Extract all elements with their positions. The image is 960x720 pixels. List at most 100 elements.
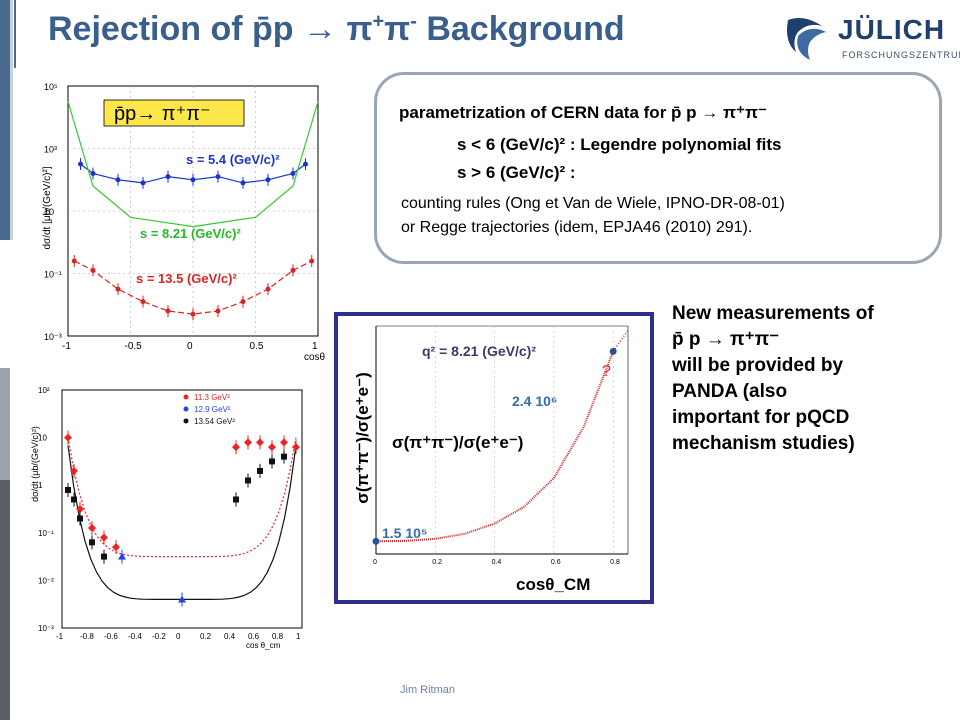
juelich-logo-icon [787, 18, 826, 60]
plot2-data-point [257, 467, 263, 474]
plot1-data-point [90, 171, 96, 176]
plot2-data-point [71, 496, 77, 503]
plot1-xtick-label: -1 [62, 341, 71, 352]
plot2-legend-label: 13.54 GeV² [194, 417, 235, 426]
plot2-data-point [100, 533, 108, 542]
plot1-data-point [265, 177, 271, 183]
accent-bar-mid [0, 368, 10, 480]
plot1-xtick-label: 0 [187, 341, 193, 352]
plot1-data-point [265, 286, 271, 292]
plot1-data-point [165, 308, 171, 314]
plot2-xtick-label: -1 [56, 632, 64, 641]
plot2-data-point [281, 453, 287, 460]
plot1-data-point [78, 161, 83, 167]
plot2-xtick-label: -0.4 [128, 632, 142, 641]
plot1-process-label: p̄p→ π⁺π⁻ [114, 103, 211, 125]
param-line-2: s < 6 (GeV/c)² : Legendre polynomial fit… [457, 135, 782, 154]
plot1-data-point [140, 299, 146, 305]
plot2-xtick-label: 0 [176, 632, 181, 641]
plot2-ylabel: dσ/dt (μb/(GeV/c)²) [30, 426, 40, 502]
plot3-annotation-low: 1.5 10⁵ [382, 525, 428, 541]
accent-line-top [10, 0, 13, 240]
plot2-data-point [70, 466, 78, 475]
plot3-xtick-label: 0.4 [492, 559, 502, 566]
accent-bar-bottom [0, 480, 10, 720]
plot3-ylabel: σ(π⁺π⁻)/σ(e⁺e⁻) [353, 372, 372, 503]
plot3-extrapolation [612, 329, 629, 352]
parametrization-box: parametrization of CERN data for p̄ p → … [374, 72, 942, 264]
param-line-5: or Regge trajectories (idem, EPJA46 (201… [401, 219, 753, 236]
plot3-endpoint-low [372, 537, 380, 545]
slide-title: Rejection of p̄p → π+π- Background [48, 10, 625, 48]
plot1-data-point [140, 180, 146, 186]
plot3-ratio-curve [375, 350, 615, 543]
plot2-ytick-label: 1 [38, 481, 43, 490]
new-meas-line-2: p̄ p → π⁺π⁻ [672, 329, 780, 350]
plot2-data-point [76, 505, 84, 513]
plot1-series-label-3: s = 13.5 (GeV/c)² [136, 271, 237, 286]
param-line-3: s > 6 (GeV/c)² : [457, 163, 576, 182]
param-line-4: counting rules (Ong et Van de Wiele, IPN… [401, 195, 785, 212]
plot2-xtick-label: -0.8 [80, 632, 94, 641]
plot3-title: q² = 8.21 (GeV/c)² [422, 343, 536, 359]
new-meas-line-4: PANDA (also [672, 381, 788, 402]
plot3-series-label: σ(π⁺π⁻)/σ(e⁺e⁻) [392, 433, 523, 452]
plot2-xtick-label: 0.6 [248, 632, 260, 641]
plot1-data-point [215, 174, 221, 180]
plot2-legend-marker [183, 406, 189, 412]
plot1-data-point [71, 258, 77, 264]
plot1-data-point [240, 299, 246, 305]
plot1-series-label-1: s = 5.4 (GeV/c)² [186, 152, 280, 167]
plot1-ytick-label: 10⁵ [44, 82, 58, 92]
new-meas-line-5: important for pQCD [672, 407, 850, 428]
plot1-ylabel: dσ/dt [μb/(GeV/c)²] [42, 166, 53, 249]
plot3-xtick-label: 0.8 [610, 559, 620, 566]
plot-ratio: 0 0.2 0.4 0.6 0.8 q² = 8.21 (GeV/c)² σ(π⁺π⁻)… [338, 316, 650, 600]
plot1-xtick-label: -0.5 [125, 341, 143, 352]
plot2-data-point [245, 477, 251, 484]
plot1-data-point [190, 311, 196, 317]
plot1-ytick-label: 10⁻³ [44, 332, 62, 342]
plot1-data-point [115, 177, 121, 183]
plot3-xlabel: cosθ_CM [516, 575, 590, 594]
plot2-data-point [112, 543, 120, 552]
accent-line-top2 [14, 0, 16, 68]
new-meas-line-1: New measurements of [672, 303, 874, 324]
plot2-data-point [233, 496, 239, 503]
plot1-series-curve [74, 260, 313, 315]
plot2-data-point [268, 443, 276, 452]
plot2-ytick-label: 10 [38, 434, 47, 443]
plot2-data-point [178, 595, 186, 603]
plot3-xtick-label: 0.2 [432, 559, 442, 566]
plot2-legend-marker [183, 394, 189, 400]
plot1-data-point [165, 174, 171, 180]
accent-bar-top [0, 0, 10, 240]
plot1-series-curve [67, 101, 319, 228]
plot1-ytick-label: 10⁻¹ [44, 270, 62, 280]
plot2-xtick-label: -0.2 [152, 632, 166, 641]
plot2-data-point [292, 443, 300, 452]
plot2-data-point [256, 438, 264, 447]
plot-dsigma-dt-top: dσ/dt [μb/(GeV/c)²] cosθ -1 -0.5 0 0.5 1 10⁻… [36, 78, 328, 368]
plot2-data-point [101, 553, 107, 560]
plot1-data-point [303, 161, 308, 167]
plot2-model-curve-red [67, 437, 297, 558]
plot1-xtick-label: 1 [312, 341, 318, 352]
logo-name: JÜLICH [838, 14, 946, 45]
plot2-xtick-label: 1 [296, 632, 301, 641]
plot3-annotation-question: ? [602, 363, 611, 380]
plot3-endpoint-high [609, 347, 617, 355]
logo-subtitle: FORSCHUNGSZENTRUM [842, 50, 960, 60]
plot3-xtick-label: 0.6 [551, 559, 561, 566]
plot2-xlabel: cos θ_cm [246, 641, 281, 650]
plot2-ytick-label: 10⁻² [38, 576, 54, 585]
plot-dsigma-dt-bottom: dσ/dt (μb/(GeV/c)²) cos θ_cm -1 -0.8 -0.6 -… [16, 384, 312, 652]
plot1-data-point [290, 171, 296, 176]
plot1-data-point [240, 180, 246, 186]
plot1-xtick-label: 0.5 [250, 341, 264, 352]
plot1-data-point [90, 267, 96, 273]
plot1-process-label-box [103, 99, 245, 127]
plot1-data-point [115, 286, 121, 292]
plot2-data-point [88, 524, 96, 533]
plot1-series-label-2: s = 8.21 (GeV/c)² [140, 226, 241, 241]
